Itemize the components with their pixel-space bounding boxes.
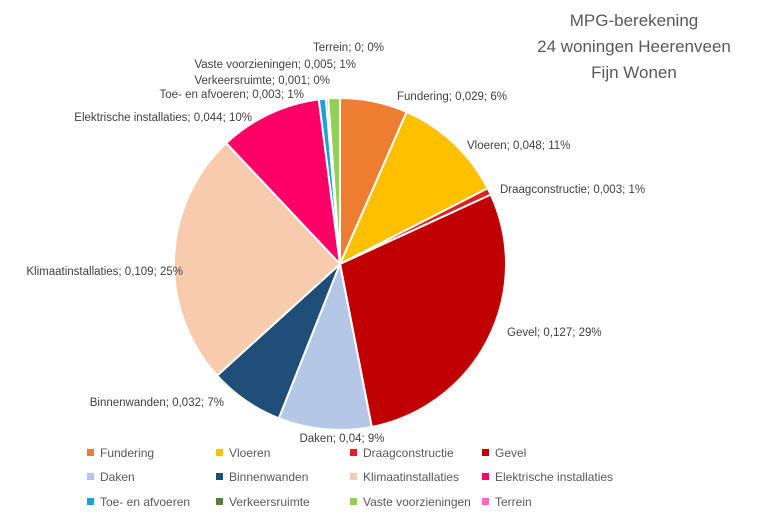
legend-swatch [350, 473, 357, 480]
legend-label: Terrein [495, 495, 532, 509]
legend-item-elektrische-installaties: Elektrische installaties [482, 470, 613, 484]
legend-item-fundering: Fundering [87, 446, 154, 460]
legend-label: Vaste voorzieningen [363, 495, 471, 509]
legend-swatch [482, 473, 489, 480]
data-label-binnenwanden: Binnenwanden; 0,032; 7% [90, 397, 224, 409]
legend-label: Binnenwanden [229, 470, 308, 484]
legend-label: Daken [100, 470, 135, 484]
legend-item-verkeersruimte: Verkeersruimte [216, 495, 310, 509]
data-label-terrein: Terrein; 0; 0% [313, 42, 384, 54]
pie-slice-vloeren [337, 110, 490, 267]
legend-label: Verkeersruimte [229, 495, 310, 509]
data-labels: Fundering; 0,029; 6% Vloeren; 0,048; 11% D… [26, 42, 645, 445]
data-label-vaste-voorzieningen: Vaste voorzieningen; 0,005; 1% [194, 59, 356, 71]
data-label-verkeersruimte: Verkeersruimte; 0,001; 0% [194, 75, 330, 87]
legend-swatch [87, 473, 94, 480]
chart-title: MPG-berekening 24 woningen Heerenveen Fijn… [537, 11, 731, 82]
legend-swatch [87, 498, 94, 505]
legend-swatch [216, 473, 223, 480]
data-label-gevel: Gevel; 0,127; 29% [507, 327, 602, 339]
pie-slice-elektrische-installaties [224, 98, 342, 267]
legend-swatch [482, 498, 489, 505]
legend-item-gevel: Gevel [482, 446, 526, 460]
legend-label: Fundering [100, 446, 154, 460]
legend-item-draagconstructie: Draagconstructie [350, 446, 454, 460]
legend-swatch [350, 449, 357, 456]
legend-swatch [482, 449, 489, 456]
legend-item-terrein: Terrein [482, 495, 532, 509]
legend-swatch [350, 498, 357, 505]
pie-slice-daken [277, 260, 373, 432]
legend-swatch [87, 449, 94, 456]
legend-item-klimaatinstallaties: Klimaatinstallaties [350, 470, 459, 484]
chart-title-line: Fijn Wonen [591, 63, 677, 82]
legend-item-vaste-voorzieningen: Vaste voorzieningen [350, 495, 471, 509]
pie-slice-gevel [338, 193, 507, 429]
legend-item-toe-en-afvoeren: Toe- en afvoeren [87, 495, 190, 509]
chart-title-line: 24 woningen Heerenveen [537, 37, 731, 56]
data-label-toe-en-afvoeren: Toe- en afvoeren; 0,003; 1% [160, 89, 305, 101]
legend-label: Gevel [495, 446, 526, 460]
legend-swatch [216, 498, 223, 505]
legend-label: Elektrische installaties [495, 470, 613, 484]
chart-title-line: MPG-berekening [570, 11, 699, 30]
data-label-daken: Daken; 0,04; 9% [299, 433, 384, 445]
legend: Fundering Vloeren Draagconstructie Gevel Dak… [87, 446, 613, 509]
pie-slice-vaste-voorzieningen [327, 96, 341, 265]
legend-swatch [216, 449, 223, 456]
data-label-elektrische-installaties: Elektrische installaties; 0,044; 10% [74, 112, 252, 124]
data-label-vloeren: Vloeren; 0,048; 11% [467, 140, 570, 152]
data-label-draagconstructie: Draagconstructie; 0,003; 1% [500, 184, 645, 196]
legend-label: Toe- en afvoeren [100, 495, 190, 509]
data-label-fundering: Fundering; 0,029; 6% [397, 91, 507, 103]
legend-label: Klimaatinstallaties [363, 470, 459, 484]
legend-label: Vloeren [229, 446, 270, 460]
legend-item-binnenwanden: Binnenwanden [216, 470, 308, 484]
legend-item-daken: Daken [87, 470, 135, 484]
legend-item-vloeren: Vloeren [216, 446, 270, 460]
pie-slice-klimaatinstallaties [173, 141, 342, 378]
legend-label: Draagconstructie [363, 446, 454, 460]
pie-slices [173, 96, 507, 432]
data-label-klimaatinstallaties: Klimaatinstallaties; 0,109; 25% [26, 266, 183, 278]
